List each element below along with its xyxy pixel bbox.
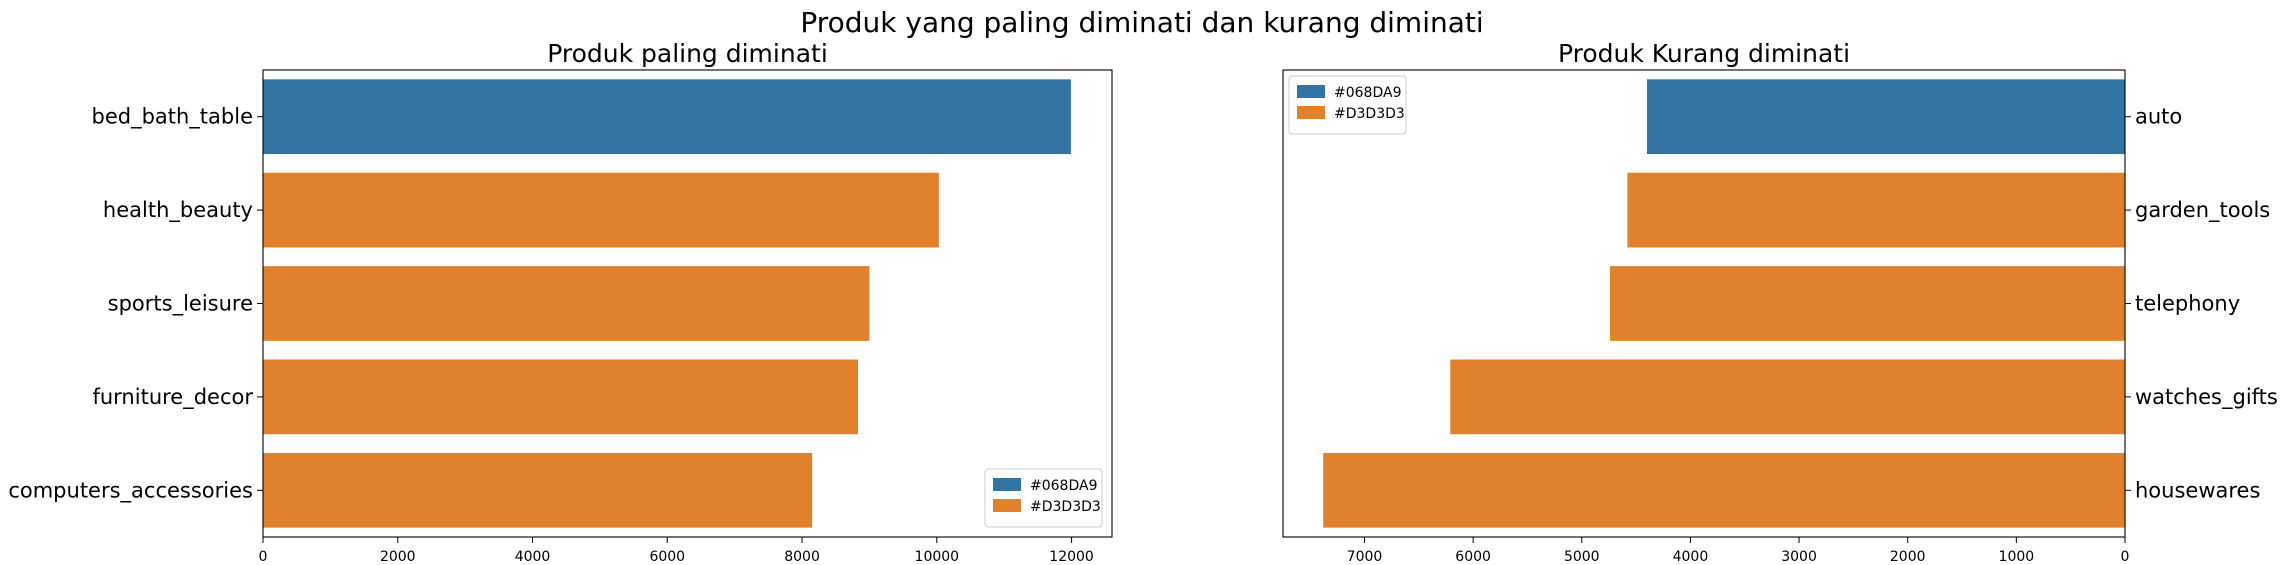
- category-label: furniture_decor: [92, 385, 253, 410]
- bar-housewares: [1323, 452, 2125, 528]
- x-tick-label: 10000: [915, 549, 960, 565]
- legend-swatch: [993, 478, 1021, 491]
- category-label: health_beauty: [103, 198, 253, 223]
- x-tick-label: 2000: [1890, 549, 1926, 565]
- bar-health_beauty: [263, 172, 939, 248]
- bar-furniture_decor: [263, 359, 858, 435]
- x-tick-label: 8000: [784, 549, 820, 565]
- legend-swatch: [1297, 85, 1325, 98]
- x-tick-label: 5000: [1564, 549, 1600, 565]
- chart-panel-least-wanted: Produk Kurang diminati auto garden_toolste…: [1282, 39, 2278, 565]
- figure-suptitle: Produk yang paling diminati dan kurang d…: [800, 6, 1483, 39]
- x-tick-label: 7000: [1347, 549, 1383, 565]
- x-tick-label: 3000: [1781, 549, 1817, 565]
- legend-swatch: [1297, 106, 1325, 119]
- chart-title: Produk paling diminati: [547, 39, 828, 68]
- category-label: garden_tools: [2135, 198, 2270, 223]
- x-tick-label: 4000: [1673, 549, 1709, 565]
- legend-swatch: [993, 499, 1021, 512]
- category-label: watches_gifts: [2135, 385, 2278, 410]
- x-tick-label: 12000: [1049, 549, 1094, 565]
- bar-auto: [1646, 79, 2125, 155]
- chart-panel-most-wanted: Produk paling diminati bed_bath_tableheal…: [8, 39, 1113, 565]
- category-label: bed_bath_table: [91, 105, 253, 130]
- category-label: housewares: [2135, 478, 2260, 502]
- x-tick-label: 4000: [515, 549, 551, 565]
- x-tick-label: 6000: [649, 549, 685, 565]
- bar-telephony: [1610, 266, 2125, 341]
- x-tick-label: 0: [2121, 549, 2130, 565]
- category-label: computers_accessories: [8, 478, 253, 503]
- legend-entry-label: #068DA9: [1334, 85, 1401, 101]
- bar-garden_tools: [1627, 172, 2125, 248]
- x-tick-label: 0: [259, 549, 268, 565]
- x-tick-label: 6000: [1455, 549, 1491, 565]
- bar-watches_gifts: [1450, 359, 2125, 435]
- chart-title: Produk Kurang diminati: [1558, 39, 1850, 68]
- legend-entry-label: #D3D3D3: [1030, 499, 1101, 515]
- x-tick-label: 2000: [380, 549, 416, 565]
- bar-bed_bath_table: [263, 79, 1071, 155]
- legend-entry-label: #D3D3D3: [1334, 106, 1405, 122]
- category-label: telephony: [2135, 292, 2240, 316]
- bar-computers_accessories: [263, 452, 813, 528]
- bar-sports_leisure: [263, 266, 870, 341]
- x-tick-label: 1000: [1999, 549, 2035, 565]
- legend-entry-label: #068DA9: [1030, 478, 1097, 494]
- category-label: sports_leisure: [108, 292, 253, 317]
- category-label: auto: [2135, 105, 2182, 129]
